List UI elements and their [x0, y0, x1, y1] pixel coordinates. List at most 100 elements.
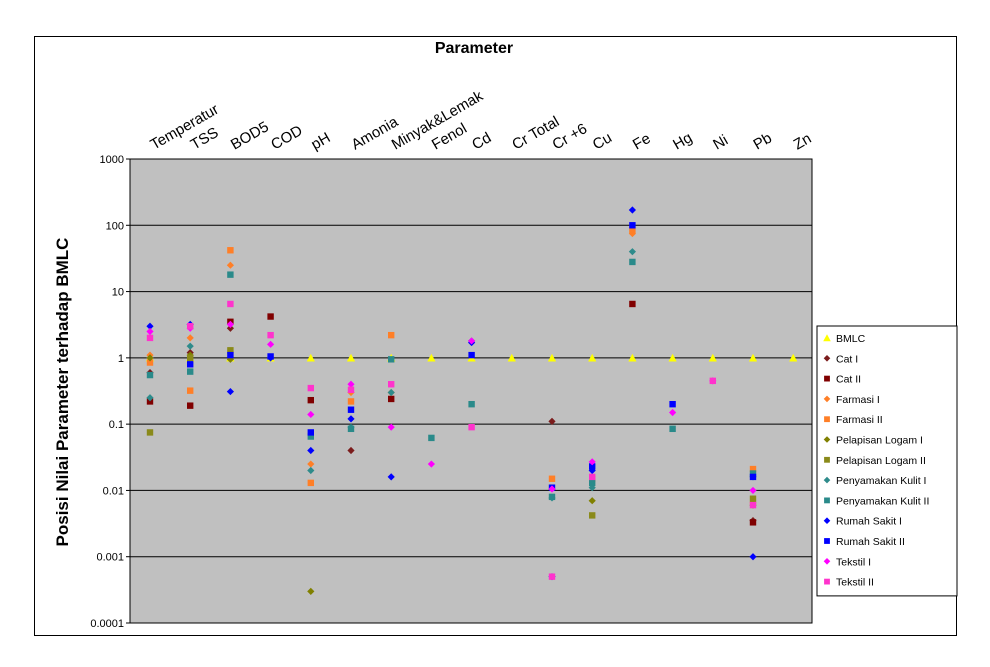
data-point [628, 248, 636, 256]
legend-marker [823, 355, 831, 362]
data-point [226, 324, 234, 332]
data-point [589, 463, 596, 470]
data-point [347, 446, 355, 455]
data-point [227, 300, 234, 308]
data-point [709, 377, 716, 385]
data-point [307, 587, 315, 595]
data-point [267, 340, 275, 348]
data-point [669, 408, 677, 417]
data-point [548, 493, 556, 501]
data-point [669, 400, 676, 408]
data-point [749, 495, 757, 502]
legend-marker [823, 476, 831, 484]
category-label: COD [268, 122, 306, 153]
legend-label: Pelapisan Logam I [836, 435, 923, 447]
y-axis-label: Posisi Nilai Parameter terhadap BMLC [53, 238, 72, 547]
category-label: Ni [710, 132, 731, 154]
category-label: BOD5 [228, 118, 272, 153]
data-point [267, 353, 274, 360]
data-point [749, 473, 757, 481]
data-point [388, 395, 395, 403]
data-point [387, 473, 395, 481]
y-tick-label: 100 [106, 220, 124, 232]
y-tick-label: 1 [118, 353, 124, 365]
legend-marker [823, 517, 831, 524]
legend-marker [824, 456, 830, 463]
legend-label: BMLC [836, 333, 866, 345]
legend-label: Rumah Sakit II [836, 536, 905, 548]
data-point [749, 465, 757, 473]
data-point [749, 486, 757, 495]
data-point [227, 347, 234, 354]
data-point [146, 394, 154, 402]
data-point [548, 417, 556, 425]
data-point [588, 458, 596, 466]
legend-marker [824, 416, 830, 423]
data-point [226, 387, 234, 396]
data-point [589, 479, 596, 487]
data-point [589, 512, 596, 519]
data-point [468, 351, 475, 359]
data-point [307, 396, 314, 404]
data-points [145, 206, 798, 595]
data-point [227, 271, 234, 278]
y-tick-labels: 0.0001 0.001 0.01 0.1 1 10 100 1000 [90, 154, 124, 630]
data-point [749, 519, 757, 526]
data-point [347, 425, 355, 433]
data-point [427, 353, 436, 362]
data-point [749, 501, 757, 509]
legend-marker [823, 395, 831, 403]
category-label: Cu [590, 129, 615, 153]
data-point [669, 425, 676, 433]
data-point [388, 356, 395, 363]
y-tick-label: 0.01 [103, 485, 124, 497]
data-point [186, 342, 194, 350]
data-point [146, 334, 154, 342]
data-point [307, 466, 315, 475]
data-point [629, 300, 636, 308]
category-label: Zn [791, 130, 815, 153]
legend-label: Penyamakan Kulit I [836, 475, 926, 487]
category-label: pH [308, 129, 333, 153]
data-point [307, 446, 315, 455]
legend-label: Cat I [836, 353, 858, 365]
data-point [588, 353, 597, 362]
data-point [267, 331, 274, 339]
data-point [307, 384, 314, 392]
data-point [307, 429, 314, 436]
data-point [146, 327, 154, 336]
data-point [347, 386, 355, 393]
data-point [146, 322, 154, 330]
data-point [749, 553, 757, 561]
data-point [789, 353, 798, 362]
y-tick-label: 0.1 [109, 419, 124, 431]
data-point [347, 406, 355, 413]
data-point [427, 460, 435, 468]
legend-marker [824, 538, 830, 544]
data-point [588, 466, 596, 475]
legend: BMLC Cat I Cat II Farmasi I Farmasi II Pelapi… [816, 325, 958, 597]
category-label: Hg [670, 129, 695, 153]
data-point [468, 423, 475, 431]
data-point [146, 354, 154, 362]
chart-title: Parameter [435, 40, 513, 57]
legend-box [816, 325, 958, 597]
y-tick-label: 0.0001 [90, 618, 124, 630]
data-point [388, 381, 395, 388]
data-point [748, 353, 758, 362]
data-point [307, 410, 315, 419]
data-point [227, 247, 234, 254]
data-point [307, 479, 314, 487]
legend-marker [824, 375, 830, 382]
category-label: Cd [469, 129, 494, 153]
legend-label: Tekstil I [836, 556, 871, 568]
data-point [146, 359, 154, 366]
y-tick-label: 0.001 [96, 552, 124, 564]
data-point [347, 398, 355, 405]
legend-label: Cat II [836, 374, 861, 386]
data-point [507, 353, 516, 362]
data-point [346, 353, 356, 362]
data-point [187, 387, 194, 394]
data-point [306, 353, 315, 362]
